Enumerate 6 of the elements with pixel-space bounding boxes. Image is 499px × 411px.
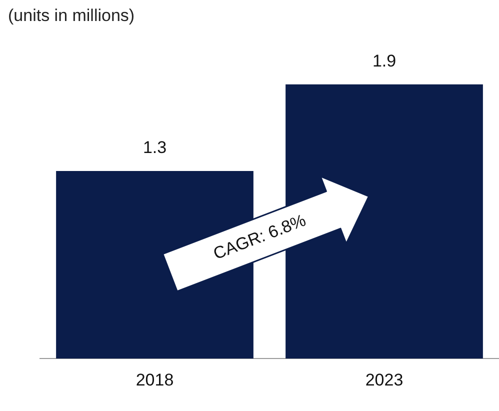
- data-label: 1.9: [372, 52, 396, 71]
- data-label: 1.3: [142, 138, 167, 158]
- chart-title: (units in millions): [8, 6, 135, 26]
- x-tick-label: 2018: [136, 370, 174, 390]
- x-tick-label: 2023: [365, 370, 404, 390]
- annotation: CAGR: 6.8%: [210, 210, 308, 264]
